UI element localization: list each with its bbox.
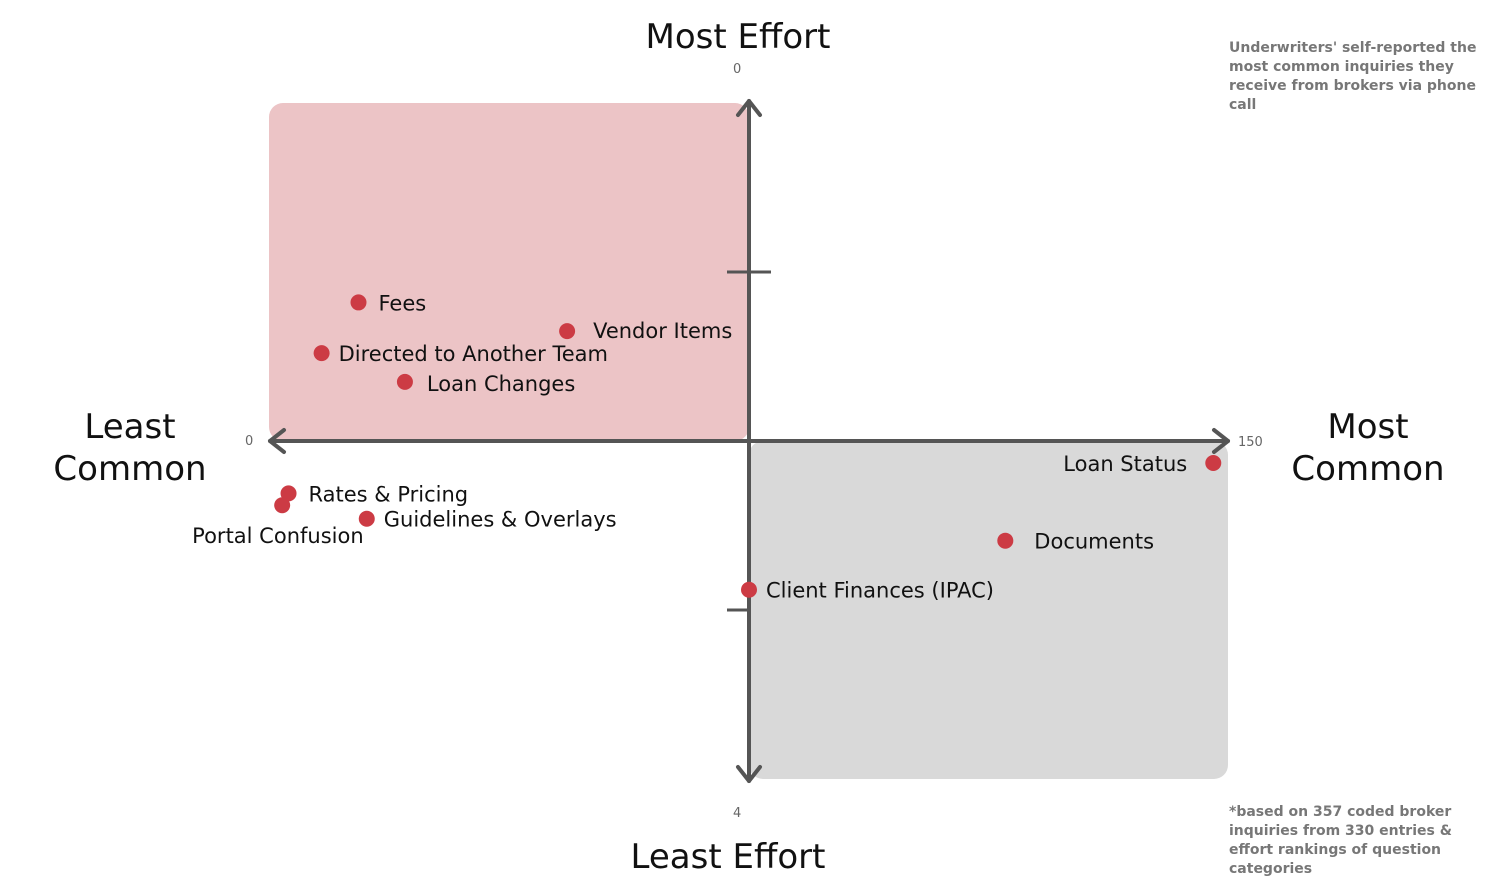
y-axis-top-title: Most Effort	[645, 17, 831, 57]
data-point-label: Loan Status	[1063, 452, 1187, 476]
y-axis-bottom-title: Least Effort	[630, 837, 826, 877]
axes	[268, 99, 1230, 783]
x-axis-left-title: Least Common	[53, 407, 207, 489]
quadrant-high-effort	[269, 103, 749, 441]
note-bottom-right: *based on 357 coded broker inquiries fro…	[1229, 804, 1452, 877]
data-point	[350, 294, 367, 311]
data-point-label: Portal Confusion	[192, 524, 363, 548]
data-point	[741, 581, 757, 598]
quadrant-low-effort	[749, 441, 1228, 779]
data-point-label: Loan Changes	[427, 372, 575, 396]
x-axis-arrow-left	[268, 428, 286, 454]
data-point-label: Guidelines & Overlays	[384, 508, 617, 532]
data-point	[559, 323, 576, 340]
data-point-label: Documents	[1034, 530, 1154, 554]
data-point	[280, 485, 297, 502]
x-axis-right-title: Most Common	[1291, 407, 1445, 489]
data-point	[274, 497, 291, 514]
note-top-right: Underwriters' self-reported the most com…	[1229, 40, 1477, 113]
y-tick-max: 4	[733, 806, 742, 821]
data-point	[396, 373, 413, 390]
y-axis-arrow-top	[736, 99, 762, 117]
x-axis-arrow-right	[1212, 428, 1230, 454]
data-point-label: Directed to Another Team	[339, 342, 608, 366]
y-tick-min: 0	[733, 62, 742, 77]
data-point	[358, 510, 375, 527]
data-point	[997, 532, 1014, 549]
x-tick-max: 150	[1238, 435, 1263, 450]
data-point-label: Fees	[378, 291, 426, 315]
data-point-label: Client Finances (IPAC)	[766, 579, 994, 603]
data-point	[313, 345, 330, 362]
data-point-label: Vendor Items	[593, 319, 732, 343]
x-tick-min: 0	[245, 434, 254, 449]
data-point	[1205, 454, 1222, 471]
y-axis-arrow-bottom	[736, 765, 762, 783]
data-point-label: Rates & Pricing	[309, 482, 469, 506]
